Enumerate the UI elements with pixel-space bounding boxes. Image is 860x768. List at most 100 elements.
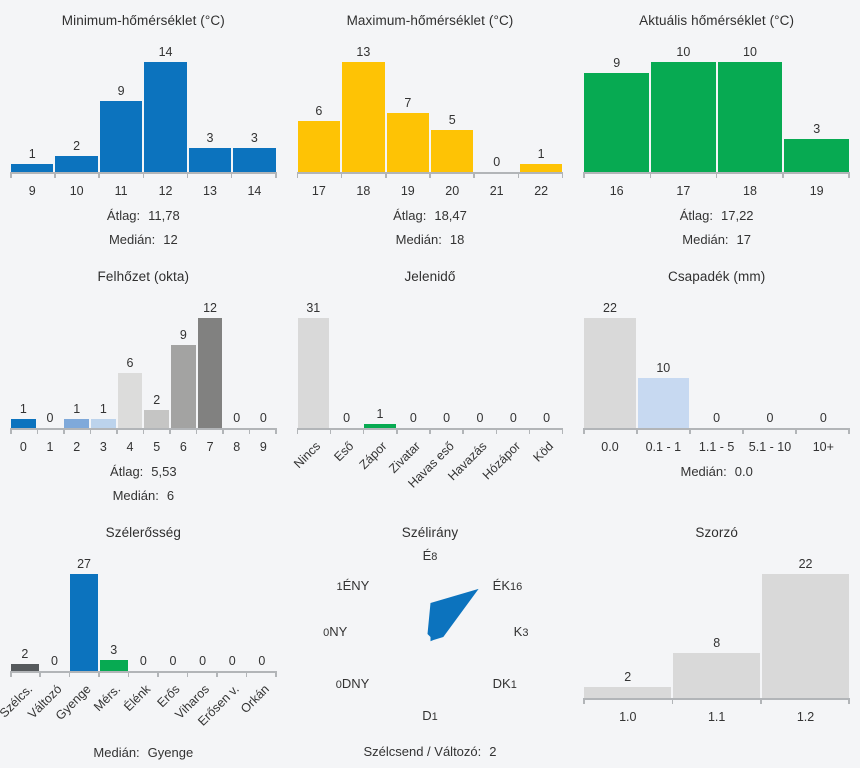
x-label-cell: 0.0: [584, 434, 635, 458]
axis-tick: [742, 430, 744, 434]
stat-value: 0.0: [734, 464, 753, 479]
x-label-cell: 1: [38, 434, 63, 458]
x-axis-label: 0.0: [601, 440, 619, 454]
bar-cell: 0: [475, 155, 517, 172]
bar-value-label: 22: [798, 557, 813, 571]
bar: [637, 378, 689, 428]
bar: [144, 410, 170, 428]
bar-cell: 0: [130, 654, 158, 671]
axis-tick: [848, 700, 850, 704]
chart-stats: Szélcsend / Változó: 2: [297, 740, 564, 764]
direction-name: DK: [492, 676, 511, 691]
x-label-cell: Mérs.: [92, 677, 128, 739]
bar-value-label: 2: [21, 647, 29, 661]
x-label-cell: 5.1 - 10: [744, 434, 795, 458]
wind-direction-radar: É8 ÉK16 K3 DK1 D1 0DNY 0NY 1ÉNY Szélcsend / Vált…: [297, 548, 564, 764]
stat-line: Medián: 18: [297, 228, 564, 252]
bar-value-label: 1: [19, 402, 27, 416]
bar-cell: 2: [584, 670, 672, 698]
bar: [233, 148, 276, 172]
x-axis-label: 13: [203, 184, 217, 198]
chart-title: Szélirány: [401, 525, 459, 540]
bar-cell: 1: [11, 147, 54, 172]
current-temperature-histogram: 9 10 10 3 16 17 18 19 Átlag: 17,22 Medián: 17: [583, 36, 850, 252]
bar-cell: 0: [248, 654, 276, 671]
direction-label-e: K3: [514, 624, 529, 639]
bar: [673, 653, 761, 698]
axis-tick: [98, 174, 100, 178]
axis-tick: [329, 430, 332, 434]
stat-value: 17,22: [721, 208, 754, 223]
axis-tick: [583, 174, 585, 178]
axis-tick: [275, 430, 277, 434]
x-axis-label: 0: [19, 440, 27, 454]
bar-cell: 0: [159, 654, 187, 671]
bar: [197, 318, 223, 428]
bar-cell: 0: [744, 411, 795, 428]
x-label-cell: Nincs: [291, 434, 329, 496]
x-label-cell: 19: [387, 178, 429, 202]
axis-tick: [848, 174, 850, 178]
stat-label: Átlag:: [110, 464, 144, 479]
bar: [11, 664, 39, 671]
bar: [386, 113, 430, 172]
chart-stats: Átlag: 11,78 Medián: 12: [10, 204, 277, 252]
bar-cell: 3: [188, 131, 232, 172]
x-axis-label: 1: [46, 440, 54, 454]
bar-cell: 0: [798, 411, 849, 428]
axis-tick: [195, 430, 198, 434]
bar: [64, 419, 90, 428]
stat-label: Átlag:: [393, 208, 427, 223]
bar-value-label: 27: [77, 557, 92, 571]
bar: [784, 139, 850, 172]
bar-value-label: 10: [676, 45, 691, 59]
bar-value-label: 3: [250, 131, 258, 145]
present-weather-histogram: 31 0 1 0 0 0 0 0 Nincs Eső Zápor Zivatar Havas eső Ha…: [291, 292, 564, 496]
panel-wind-direction: Szélirány É8 ÉK16 K3 DK1 D1 0DNY 0NY 1ÉNY Szélcs…: [287, 512, 574, 768]
panel-current-temperature: Aktuális hőmérséklet (°C) 9 10 10 3 16 17 18 19…: [573, 0, 860, 256]
bar-cell: 9: [171, 328, 196, 428]
axis-tick: [169, 430, 171, 434]
axis-ticks: [583, 700, 850, 704]
direction-name: DNY: [341, 676, 370, 691]
bar-cell: 8: [673, 636, 761, 698]
stat-label: Szélcsend / Változó:: [363, 744, 482, 759]
bar-cell: 22: [762, 557, 849, 698]
bar: [11, 164, 54, 172]
bar-value-label: 0: [493, 155, 501, 169]
x-label-cell: 1.0: [584, 704, 671, 728]
stat-line: Medián: 17: [583, 228, 850, 252]
axis-tick: [222, 430, 224, 434]
bar: [297, 318, 329, 428]
bar-value-label: 0: [139, 654, 147, 668]
x-axis-label: Köd: [530, 439, 557, 465]
stat-value: 6: [166, 488, 175, 503]
x-label-cell: 17: [298, 178, 340, 202]
x-axis-label: 16: [609, 184, 624, 198]
axis-tick: [10, 673, 12, 677]
bar-cell: 31: [297, 301, 329, 428]
bar: [717, 62, 783, 172]
axis-tick: [760, 700, 762, 704]
plot-area: 2 0 27 3 0 0 0 0 0: [10, 548, 277, 673]
stat-label: Medián:: [680, 464, 727, 479]
bar-value-label: 8: [713, 636, 721, 650]
bar-cell: 22: [584, 301, 636, 428]
axis-tick: [517, 174, 520, 178]
axis-ticks: [10, 673, 277, 677]
bar-cell: 2: [144, 393, 170, 428]
plot-area: 6 13 7 5 0 1: [296, 36, 564, 174]
axis-tick: [98, 673, 100, 677]
panel-precipitation: Csapadék (mm) 22 10 0 0 0 0.0 0.1 - 1 1.1 - 5 5.…: [573, 256, 860, 512]
x-label-cell: 18: [342, 178, 384, 202]
x-axis-labels: 0 1 2 3 4 5 6 7 8 9: [10, 434, 277, 458]
bar-value-label: 0: [476, 411, 484, 425]
direction-count: 1: [336, 581, 343, 593]
bar: [144, 62, 187, 172]
x-axis-label: 2: [73, 440, 81, 454]
bar-cell: 0: [331, 411, 362, 428]
x-axis-labels: 16 17 18 19: [583, 178, 850, 202]
wind-rose-polygon: [427, 588, 479, 642]
stat-line: Szélcsend / Változó: 2: [297, 740, 564, 764]
axis-tick: [275, 174, 277, 178]
